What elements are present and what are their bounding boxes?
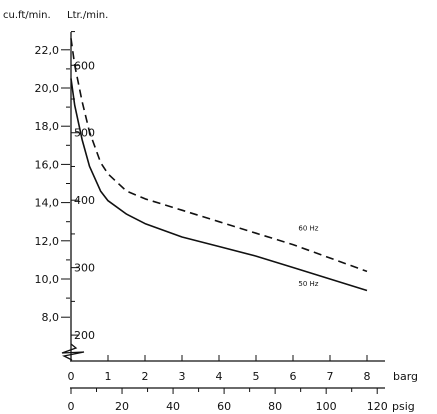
x-tick-label-barg: 4 bbox=[216, 370, 223, 383]
y-tick-label-cuft: 10,0 bbox=[35, 273, 60, 286]
series-line-50hz bbox=[70, 78, 368, 292]
x-tick-label-psig: 120 bbox=[367, 400, 388, 413]
x-tick-label-barg: 8 bbox=[364, 370, 371, 383]
x-tick-label-barg: 3 bbox=[179, 370, 186, 383]
axis-ticks: 22,020,018,016,014,012,010,08,0600500400… bbox=[35, 31, 388, 413]
x-tick-label-barg: 6 bbox=[290, 370, 297, 383]
y-tick-label-cuft: 8,0 bbox=[42, 311, 60, 324]
y-tick-label-cuft: 14,0 bbox=[35, 197, 60, 210]
y-tick-label-cuft: 20,0 bbox=[35, 82, 60, 95]
data-series bbox=[70, 38, 368, 292]
y-tick-label-cuft: 18,0 bbox=[35, 120, 60, 133]
y-tick-label-ltr: 400 bbox=[74, 194, 95, 207]
series-label-60hz: 60 Hz bbox=[298, 224, 318, 232]
series-label-50hz: 50 Hz bbox=[298, 280, 318, 288]
x-tick-label-psig: 0 bbox=[68, 400, 75, 413]
x-tick-label-barg: 1 bbox=[105, 370, 112, 383]
x-axis-unit-psig: psig bbox=[392, 400, 415, 413]
x-tick-label-barg: 0 bbox=[68, 370, 75, 383]
x-tick-label-psig: 40 bbox=[166, 400, 180, 413]
x-tick-label-psig: 80 bbox=[268, 400, 282, 413]
y-tick-label-cuft: 16,0 bbox=[35, 158, 60, 171]
x-tick-label-barg: 5 bbox=[253, 370, 260, 383]
x-tick-label-barg: 7 bbox=[327, 370, 334, 383]
y-axis-unit-ltr: Ltr./min. bbox=[67, 10, 108, 21]
y-tick-label-ltr: 300 bbox=[74, 262, 95, 275]
y-tick-label-ltr: 600 bbox=[74, 59, 95, 72]
y-tick-label-ltr: 500 bbox=[74, 127, 95, 140]
x-tick-label-barg: 2 bbox=[142, 370, 149, 383]
x-tick-label-psig: 60 bbox=[217, 400, 231, 413]
series-line-60hz bbox=[70, 38, 368, 273]
y-tick-label-ltr: 200 bbox=[74, 329, 95, 342]
x-tick-label-psig: 100 bbox=[316, 400, 337, 413]
x-axis-unit-barg: barg bbox=[393, 370, 418, 383]
y-tick-label-cuft: 22,0 bbox=[35, 44, 60, 57]
y-tick-label-cuft: 12,0 bbox=[35, 235, 60, 248]
x-tick-label-psig: 20 bbox=[115, 400, 129, 413]
y-axis-unit-cuft: cu.ft/min. bbox=[3, 10, 51, 21]
y-axis-break-mark bbox=[61, 343, 85, 361]
series-labels: 60 Hz 50 Hz bbox=[298, 224, 318, 288]
